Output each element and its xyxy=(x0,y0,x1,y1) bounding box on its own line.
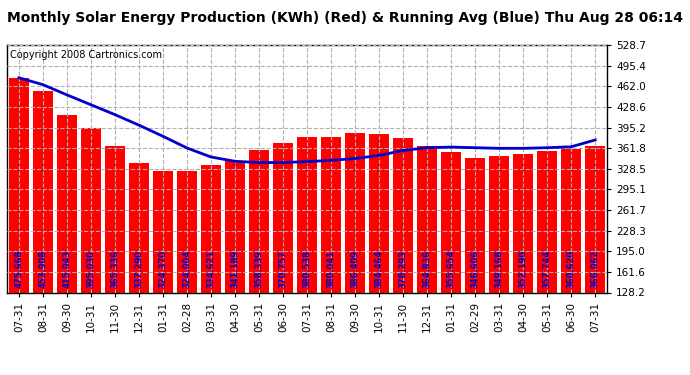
Text: 365.336: 365.336 xyxy=(110,249,119,288)
Bar xyxy=(105,146,125,292)
Text: 364.836: 364.836 xyxy=(422,249,432,288)
Text: 415.043: 415.043 xyxy=(62,249,72,288)
Text: 380.041: 380.041 xyxy=(326,249,335,288)
Bar xyxy=(513,154,533,292)
Text: 475.668: 475.668 xyxy=(14,249,23,288)
Text: 324.370: 324.370 xyxy=(159,249,168,288)
Text: 355.654: 355.654 xyxy=(446,249,455,288)
Bar xyxy=(297,136,317,292)
Text: 378.293: 378.293 xyxy=(399,250,408,288)
Text: Monthly Solar Energy Production (KWh) (Red) & Running Avg (Blue) Thu Aug 28 06:1: Monthly Solar Energy Production (KWh) (R… xyxy=(7,11,683,25)
Bar xyxy=(129,163,149,292)
Text: 337.290: 337.290 xyxy=(135,250,144,288)
Bar xyxy=(585,146,605,292)
Bar xyxy=(152,171,173,292)
Text: 358.339: 358.339 xyxy=(255,250,264,288)
Bar xyxy=(225,161,245,292)
Bar xyxy=(249,150,269,292)
Bar xyxy=(489,156,509,292)
Bar xyxy=(32,91,53,292)
Text: 341.189: 341.189 xyxy=(230,249,239,288)
Text: 357.744: 357.744 xyxy=(542,249,552,288)
Bar xyxy=(369,134,389,292)
Bar xyxy=(81,128,101,292)
Bar xyxy=(561,149,582,292)
Bar xyxy=(465,158,485,292)
Text: 349.168: 349.168 xyxy=(495,249,504,288)
Text: 366.062: 366.062 xyxy=(591,249,600,288)
Text: 384.464: 384.464 xyxy=(375,249,384,288)
Bar xyxy=(57,115,77,292)
Text: 380.538: 380.538 xyxy=(302,250,312,288)
Text: 352.190: 352.190 xyxy=(519,249,528,288)
Bar xyxy=(201,165,221,292)
Bar xyxy=(441,152,462,292)
Bar xyxy=(177,171,197,292)
Bar xyxy=(537,151,558,292)
Bar xyxy=(345,133,365,292)
Bar xyxy=(9,78,29,292)
Bar xyxy=(417,146,437,292)
Text: 324.004: 324.004 xyxy=(182,249,192,288)
Text: 370.757: 370.757 xyxy=(279,250,288,288)
Text: 453.908: 453.908 xyxy=(39,249,48,288)
Text: 334.621: 334.621 xyxy=(206,249,215,288)
Bar xyxy=(321,137,342,292)
Text: 360.620: 360.620 xyxy=(566,249,575,288)
Text: 395.030: 395.030 xyxy=(86,250,95,288)
Bar xyxy=(273,142,293,292)
Text: 346.606: 346.606 xyxy=(471,249,480,288)
Bar xyxy=(393,138,413,292)
Text: Copyright 2008 Cartronics.com: Copyright 2008 Cartronics.com xyxy=(10,50,162,60)
Text: 386.409: 386.409 xyxy=(351,249,359,288)
